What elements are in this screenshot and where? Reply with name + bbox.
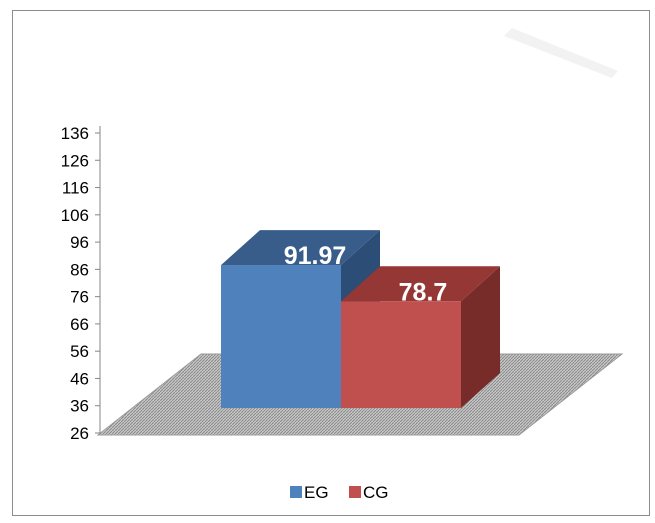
chart-svg: 136 126 116 106 96 86 76 66 56 46 36 26 91.97 78.7 E… <box>61 124 624 502</box>
bar-series-group: 91.97 78.7 <box>221 230 500 408</box>
y-tick-label: 46 <box>70 369 89 388</box>
y-tick-label: 76 <box>70 288 89 307</box>
bar-cg-top <box>341 266 500 302</box>
legend-swatch-cg <box>349 486 361 498</box>
legend-swatch-eg <box>290 486 302 498</box>
legend: EG CG <box>290 483 389 502</box>
bar-cg-side <box>461 266 500 408</box>
y-tick-label: 126 <box>61 151 89 170</box>
y-tick-label: 26 <box>70 424 89 443</box>
bar-eg-top <box>221 230 380 266</box>
legend-label-cg: CG <box>363 483 389 502</box>
y-tick-label: 36 <box>70 397 89 416</box>
bar-eg <box>221 265 341 408</box>
y-tick-label: 66 <box>70 315 89 334</box>
y-tick-label: 106 <box>61 206 89 225</box>
y-tick-label: 136 <box>61 124 89 143</box>
chart-area: 136 126 116 106 96 86 76 66 56 46 36 26 91.97 78.7 E… <box>12 10 650 516</box>
y-axis-ticks: 136 126 116 106 96 86 76 66 56 46 36 26 <box>61 124 100 443</box>
y-tick-label: 116 <box>62 179 89 198</box>
legend-label-eg: EG <box>304 483 329 502</box>
y-tick-label: 86 <box>70 260 89 279</box>
data-label-cg: 78.7 <box>399 278 448 306</box>
data-label-eg: 91.97 <box>284 242 347 270</box>
y-tick-label: 56 <box>70 342 89 361</box>
bar-cg <box>341 301 461 408</box>
y-tick-label: 96 <box>70 233 89 252</box>
